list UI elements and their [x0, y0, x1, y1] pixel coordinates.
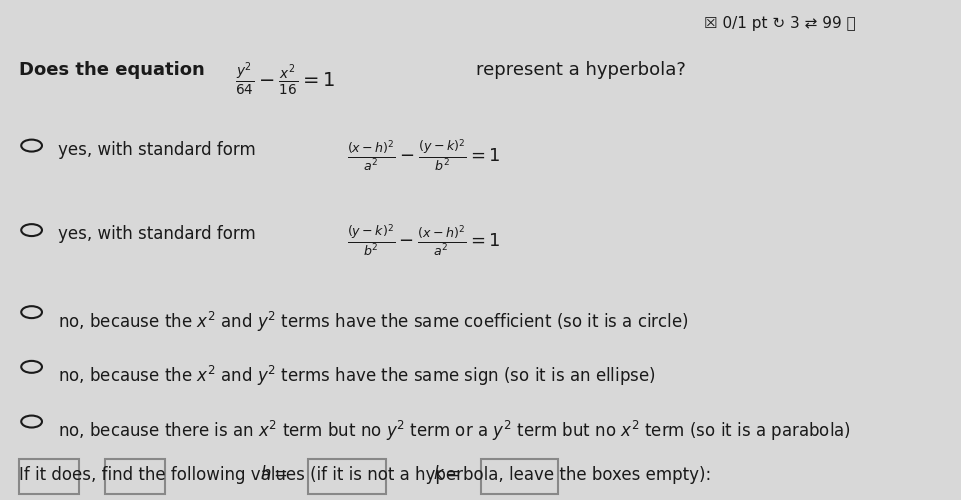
Text: $\frac{(x-h)^2}{a^2} - \frac{(y-k)^2}{b^2} = 1$: $\frac{(x-h)^2}{a^2} - \frac{(y-k)^2}{b^… [346, 138, 500, 174]
Text: yes, with standard form: yes, with standard form [58, 225, 255, 243]
Text: no, because the $x^2$ and $y^2$ terms have the same sign (so it is an ellipse): no, because the $x^2$ and $y^2$ terms ha… [58, 364, 654, 388]
Text: $h =$: $h =$ [260, 465, 288, 483]
Text: yes, with standard form: yes, with standard form [58, 140, 255, 158]
Text: $k =$: $k =$ [432, 465, 459, 483]
Text: represent a hyperbola?: represent a hyperbola? [476, 61, 685, 79]
Text: no, because the $x^2$ and $y^2$ terms have the same coefficient (so it is a circ: no, because the $x^2$ and $y^2$ terms ha… [58, 310, 687, 334]
Text: no, because there is an $x^2$ term but no $y^2$ term or a $y^2$ term but no $x^2: no, because there is an $x^2$ term but n… [58, 419, 850, 443]
Text: ☒ 0/1 pt ↻ 3 ⇄ 99 ⓘ: ☒ 0/1 pt ↻ 3 ⇄ 99 ⓘ [703, 16, 855, 32]
Text: $\frac{y^2}{64} - \frac{x^2}{16} = 1$: $\frac{y^2}{64} - \frac{x^2}{16} = 1$ [234, 61, 334, 98]
Text: If it does, find the following values (if it is not a hyperbola, leave the boxes: If it does, find the following values (i… [18, 466, 710, 484]
Text: Does the equation: Does the equation [18, 61, 204, 79]
Text: $\frac{(y-k)^2}{b^2} - \frac{(x-h)^2}{a^2} = 1$: $\frac{(y-k)^2}{b^2} - \frac{(x-h)^2}{a^… [346, 222, 500, 259]
